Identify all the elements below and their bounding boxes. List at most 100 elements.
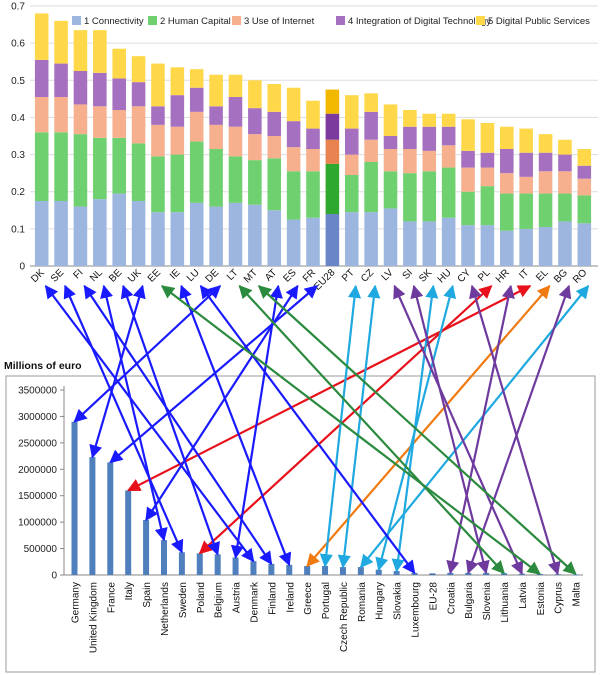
stacked-bar-segment [558, 171, 572, 194]
stacked-bar-segment [267, 210, 282, 266]
x-category-label: Lithuania [500, 582, 511, 623]
stacked-bar-segment [364, 162, 378, 213]
stacked-bar-segment [93, 199, 107, 266]
x-category-label: Austria [232, 582, 243, 614]
stacked-bar-segment [228, 126, 243, 157]
x-category-label: UK [126, 267, 144, 285]
stacked-bar-segment [131, 106, 146, 144]
stacked-bar-segment [538, 171, 553, 194]
stacked-bar-segment [306, 217, 320, 266]
bar [250, 561, 257, 575]
stacked-bar-segment [461, 167, 475, 192]
stacked-bar-segment [480, 152, 495, 168]
stacked-bar-segment [286, 87, 301, 122]
x-category-label: CZ [359, 267, 376, 284]
x-category-label: United Kingdom [88, 582, 99, 653]
stacked-bar-segment [93, 30, 107, 73]
legend-label: 3 Use of Internet [244, 16, 315, 27]
stacked-bar-segment [286, 171, 301, 220]
stacked-bar-segment [248, 204, 262, 266]
stacked-bar-segment [519, 128, 533, 153]
stacked-bar-segment [306, 149, 320, 172]
stacked-bar-segment [170, 126, 185, 155]
stacked-bar-segment [228, 202, 243, 266]
stacked-bar-segment [34, 13, 49, 60]
y-tick-label: 3000000 [18, 412, 57, 423]
stacked-bar-segment [403, 149, 417, 174]
stacked-bar-segment [441, 167, 456, 218]
stacked-bar-segment [519, 176, 533, 194]
bar [232, 557, 239, 575]
stacked-bar-segment [558, 221, 572, 266]
x-category-label: EU-28 [428, 582, 439, 611]
y-tick-label: 0.6 [11, 39, 25, 50]
stacked-bar-segment [422, 126, 437, 151]
top-chart-y-axis: 0 0.1 0.2 0.3 0.4 0.5 0.6 0.7 [11, 2, 25, 273]
stacked-bar-segment [267, 158, 282, 211]
stacked-bar-segment [325, 214, 340, 266]
x-category-label: RO [571, 267, 590, 286]
stacked-bar-segment [54, 63, 68, 97]
stacked-bar-segment [267, 84, 282, 112]
bar [178, 552, 185, 575]
stacked-bar-segment [500, 149, 514, 174]
x-category-label: Belgium [214, 582, 225, 618]
stacked-bar-segment [422, 113, 437, 127]
legend-swatch [232, 16, 241, 25]
stacked-bar-segment [344, 128, 359, 155]
x-category-label: Finland [267, 582, 278, 615]
bar [447, 572, 454, 575]
stacked-bar-segment [93, 106, 107, 138]
stacked-bar-segment [286, 121, 301, 148]
bar [196, 553, 203, 575]
x-category-label: HU [436, 267, 454, 285]
stacked-bar-segment [577, 223, 592, 266]
stacked-bar-segment [364, 111, 378, 140]
stacked-bar-segment [441, 217, 456, 266]
x-category-label: Italy [124, 582, 135, 600]
legend-label: 5 Digital Public Services [488, 16, 590, 27]
stacked-bar-segment [383, 171, 398, 209]
stacked-bar-segment [131, 56, 146, 83]
bar [375, 569, 382, 575]
bottom-chart-unit-title: Millions of euro [4, 360, 82, 372]
y-tick-label: 1500000 [18, 491, 57, 502]
stacked-bar-segment [306, 100, 320, 129]
x-category-label: IE [168, 267, 183, 282]
x-category-label: Sweden [178, 582, 189, 618]
stacked-bar-segment [54, 20, 68, 64]
x-category-label: DE [204, 267, 222, 285]
bar [483, 572, 490, 575]
stacked-bar-segment [441, 145, 456, 168]
stacked-bar-segment [306, 171, 320, 218]
x-category-label: Poland [196, 582, 207, 613]
stacked-bar-segment [500, 193, 514, 231]
gdp-bar-chart: Millions of euro 0 500000 1000000 1500000 20… [4, 360, 596, 673]
stacked-bar-segment [383, 149, 398, 172]
legend-label: 4 Integration of Digital Technology [348, 16, 491, 27]
stacked-bar-segment [422, 221, 437, 266]
x-category-label: SK [417, 267, 434, 284]
stacked-bar-segment [422, 171, 437, 222]
legend-swatch [336, 16, 345, 25]
bar [286, 564, 293, 575]
stacked-bar-segment [267, 136, 282, 159]
stacked-bar-segment [209, 149, 223, 207]
stacked-bar-segment [170, 67, 185, 96]
y-tick-label: 0.5 [11, 76, 25, 87]
stacked-bar-segment [73, 104, 88, 135]
stacked-bar-segment [383, 104, 398, 136]
stacked-bar-segment [306, 128, 320, 149]
stacked-bar-segment [73, 206, 88, 266]
stacked-bar-segment [500, 126, 514, 149]
legend-swatch [72, 16, 81, 25]
stacked-bar-segment [151, 156, 165, 213]
y-tick-label: 0 [51, 571, 57, 582]
bar [143, 520, 150, 575]
stacked-bar-segment [461, 119, 475, 151]
stacked-bar-segment [519, 152, 533, 177]
x-category-label: EL [534, 267, 551, 284]
bar [160, 540, 167, 575]
stacked-bar-segment [538, 134, 553, 153]
stacked-bar-segment [189, 141, 204, 203]
